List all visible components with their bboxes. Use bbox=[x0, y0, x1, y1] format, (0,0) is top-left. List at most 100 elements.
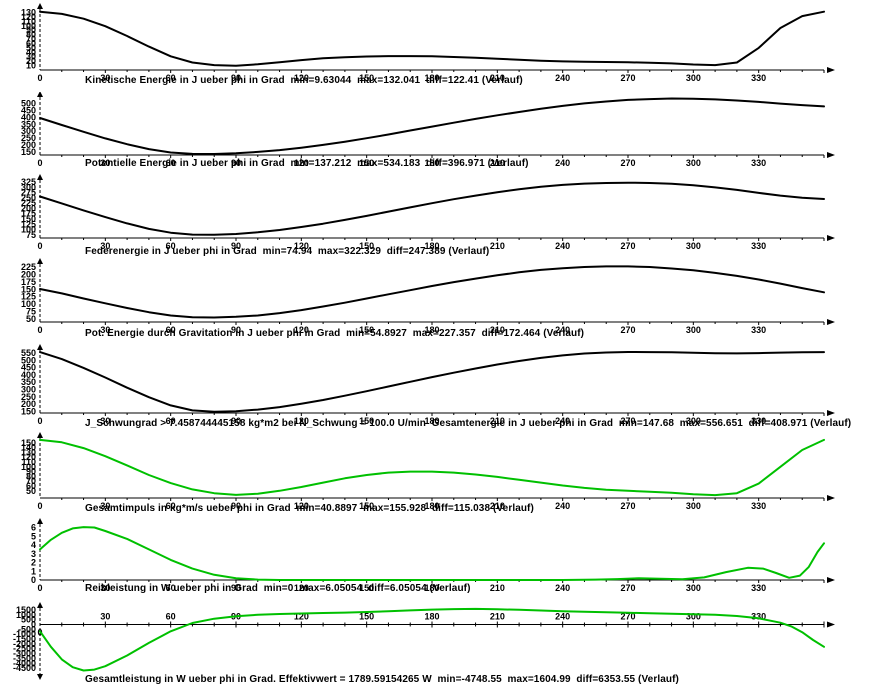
svg-text:550: 550 bbox=[21, 348, 36, 358]
chart-canvas-gesamtenergie: 0 30 60 90 120 150 180 210 240 270 300 330 550500450… bbox=[21, 344, 835, 426]
svg-text:-2000: -2000 bbox=[13, 639, 36, 649]
svg-text:100: 100 bbox=[21, 225, 36, 235]
svg-text:60: 60 bbox=[166, 583, 176, 593]
chart-title: Reibleistung in W ueber phi in Grad min=… bbox=[85, 583, 471, 594]
svg-text:500: 500 bbox=[21, 98, 36, 108]
chart-title: Pot. Energie durch Gravitation in J uebe… bbox=[85, 328, 585, 339]
svg-text:225: 225 bbox=[21, 198, 36, 208]
chart-canvas-gesamtleistung: 030 60 90 120 150 180 210 240 270 300 330150010005… bbox=[13, 602, 835, 680]
svg-text:350: 350 bbox=[21, 119, 36, 129]
svg-text:150: 150 bbox=[21, 284, 36, 294]
svg-text:-500: -500 bbox=[18, 624, 36, 634]
svg-text:270: 270 bbox=[620, 416, 635, 426]
chart-gesamtenergie: 0 30 60 90 120 150 180 210 240 270 300 330 550 500 450… bbox=[0, 343, 872, 430]
svg-text:300: 300 bbox=[686, 241, 701, 251]
svg-text:330: 330 bbox=[751, 416, 766, 426]
svg-text:50: 50 bbox=[26, 314, 36, 324]
svg-text:180: 180 bbox=[424, 158, 439, 168]
svg-text:80: 80 bbox=[26, 471, 36, 481]
svg-text:110: 110 bbox=[21, 457, 36, 467]
svg-text:90: 90 bbox=[231, 158, 241, 168]
svg-text:0: 0 bbox=[31, 619, 36, 629]
svg-text:30: 30 bbox=[100, 241, 110, 251]
svg-text:150: 150 bbox=[359, 611, 374, 621]
svg-text:60: 60 bbox=[166, 501, 176, 511]
svg-text:150: 150 bbox=[359, 73, 374, 83]
svg-text:210: 210 bbox=[490, 325, 505, 335]
svg-text:5: 5 bbox=[31, 531, 36, 541]
svg-text:200: 200 bbox=[21, 399, 36, 409]
svg-text:150: 150 bbox=[21, 147, 36, 157]
svg-text:150: 150 bbox=[359, 501, 374, 511]
svg-text:450: 450 bbox=[21, 363, 36, 373]
svg-text:70: 70 bbox=[26, 34, 36, 44]
svg-text:330: 330 bbox=[751, 501, 766, 511]
svg-text:30: 30 bbox=[100, 158, 110, 168]
chart-title: Gesamtleistung in W ueber phi in Grad. E… bbox=[85, 674, 679, 685]
svg-text:60: 60 bbox=[166, 416, 176, 426]
svg-text:240: 240 bbox=[555, 611, 570, 621]
svg-text:0: 0 bbox=[37, 416, 42, 426]
svg-text:300: 300 bbox=[686, 583, 701, 593]
svg-text:90: 90 bbox=[231, 325, 241, 335]
svg-text:300: 300 bbox=[21, 385, 36, 395]
svg-text:180: 180 bbox=[424, 583, 439, 593]
svg-text:330: 330 bbox=[751, 325, 766, 335]
svg-text:-1000: -1000 bbox=[13, 629, 36, 639]
svg-text:150: 150 bbox=[359, 416, 374, 426]
svg-text:30: 30 bbox=[100, 325, 110, 335]
svg-text:150: 150 bbox=[21, 438, 36, 448]
svg-text:75: 75 bbox=[26, 230, 36, 240]
svg-text:125: 125 bbox=[21, 292, 36, 302]
svg-text:70: 70 bbox=[26, 476, 36, 486]
chart-pot-energie-gravitation: 0 30 60 90 120 150 180 210 240 270 300 330 225 200 175… bbox=[0, 258, 872, 343]
chart-title: Gesamtimpuls in kg*m/s ueber phi in Grad… bbox=[85, 503, 534, 514]
svg-text:-4500: -4500 bbox=[13, 663, 36, 673]
svg-text:330: 330 bbox=[751, 73, 766, 83]
svg-text:1: 1 bbox=[31, 566, 36, 576]
svg-text:210: 210 bbox=[490, 241, 505, 251]
svg-text:350: 350 bbox=[21, 377, 36, 387]
chart-canvas-gesamtimpuls: 0 30 60 90 120 150 180 210 240 270 300 330150140130… bbox=[21, 432, 835, 511]
svg-text:270: 270 bbox=[620, 73, 635, 83]
svg-text:210: 210 bbox=[490, 501, 505, 511]
svg-text:30: 30 bbox=[100, 73, 110, 83]
svg-text:150: 150 bbox=[21, 214, 36, 224]
chart-canvas-pot-energie-gravitation: 0 30 60 90 120 150 180 210 240 270 300 330 225200175… bbox=[21, 258, 835, 335]
svg-text:1500: 1500 bbox=[16, 605, 36, 615]
svg-text:125: 125 bbox=[21, 219, 36, 229]
svg-text:300: 300 bbox=[686, 501, 701, 511]
svg-text:180: 180 bbox=[424, 611, 439, 621]
svg-text:-2500: -2500 bbox=[13, 644, 36, 654]
svg-text:225: 225 bbox=[21, 262, 36, 272]
svg-text:30: 30 bbox=[26, 52, 36, 62]
svg-text:4: 4 bbox=[31, 540, 36, 550]
svg-text:90: 90 bbox=[231, 583, 241, 593]
chart-canvas-potentielle-energie: 0 30 60 90 120 150 180 210 240 270 300 330 500450400… bbox=[21, 92, 835, 168]
svg-text:3: 3 bbox=[31, 549, 36, 559]
svg-text:90: 90 bbox=[231, 73, 241, 83]
svg-text:300: 300 bbox=[686, 73, 701, 83]
svg-text:175: 175 bbox=[21, 277, 36, 287]
chart-title: J_Schwungrad > 7.458744445158 kg*m2 bei … bbox=[85, 418, 852, 429]
svg-text:120: 120 bbox=[294, 158, 309, 168]
svg-text:180: 180 bbox=[424, 73, 439, 83]
svg-text:210: 210 bbox=[490, 611, 505, 621]
chart-canvas-kinetische-energie: 0 30 60 90 120 150 180 210 240 270 300 330130120110… bbox=[21, 3, 835, 83]
svg-text:-1500: -1500 bbox=[13, 634, 36, 644]
svg-text:100: 100 bbox=[21, 299, 36, 309]
svg-text:240: 240 bbox=[555, 73, 570, 83]
chart-title: Federenergie in J ueber phi in Grad min=… bbox=[85, 246, 490, 257]
svg-text:110: 110 bbox=[21, 16, 36, 26]
svg-text:500: 500 bbox=[21, 615, 36, 625]
svg-text:120: 120 bbox=[21, 452, 36, 462]
svg-text:210: 210 bbox=[490, 583, 505, 593]
svg-text:120: 120 bbox=[294, 241, 309, 251]
svg-text:300: 300 bbox=[686, 611, 701, 621]
svg-text:120: 120 bbox=[294, 611, 309, 621]
svg-text:20: 20 bbox=[26, 56, 36, 66]
svg-text:210: 210 bbox=[490, 73, 505, 83]
svg-text:500: 500 bbox=[21, 355, 36, 365]
svg-text:330: 330 bbox=[751, 241, 766, 251]
